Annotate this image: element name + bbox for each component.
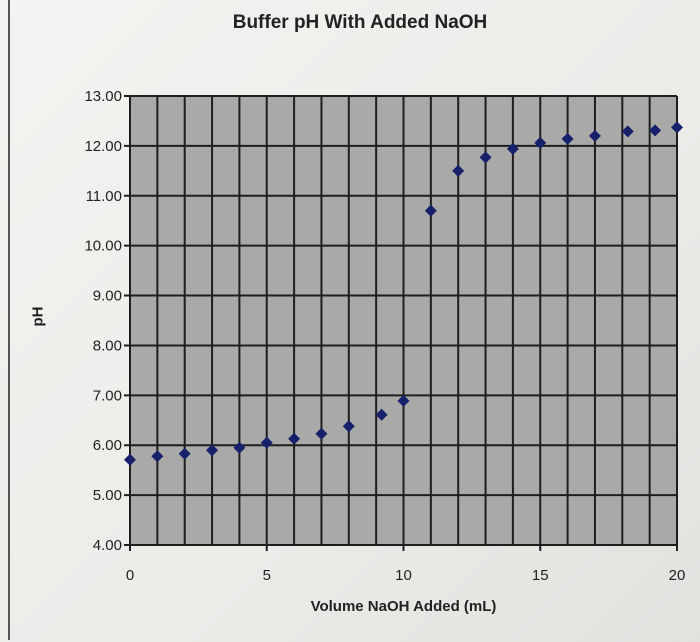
data-point [315,427,328,440]
y-tick-label: 9.00 [93,288,122,305]
data-point [288,432,301,445]
x-tick-label: 20 [669,567,686,584]
data-point [124,453,136,466]
data-point [621,125,634,138]
data-point [375,408,388,421]
x-axis-label: Volume NaOH Added (mL) [310,598,497,615]
data-point [561,132,574,145]
data-point [506,142,519,155]
data-point [178,447,191,460]
y-tick-label: 13.00 [84,88,122,105]
data-point [151,450,164,463]
data-point [260,436,273,449]
data-point [671,121,683,134]
x-tick-label: 10 [395,567,412,584]
data-point [479,151,492,164]
x-tick-label: 15 [532,567,549,584]
y-tick-label: 6.00 [93,437,122,454]
data-point [206,444,219,457]
data-point [588,129,601,142]
frame-edge [8,0,700,640]
chart-title: Buffer pH With Added NaOH [232,12,488,33]
y-tick-label: 8.00 [93,337,122,354]
x-tick-label: 0 [126,567,134,584]
data-point [342,420,355,433]
y-tick-label: 5.00 [93,487,122,504]
data-point [452,164,465,177]
x-tick-label: 5 [263,567,271,584]
data-point [424,204,437,217]
data-point [534,136,547,149]
y-tick-label: 11.00 [86,188,122,205]
data-point [233,441,246,454]
y-tick-label: 7.00 [93,387,122,404]
y-tick-label: 10.00 [84,238,122,255]
y-tick-label: 4.00 [93,537,122,554]
y-tick-label: 12.00 [84,138,122,155]
data-point [649,124,662,137]
data-point [397,394,410,407]
